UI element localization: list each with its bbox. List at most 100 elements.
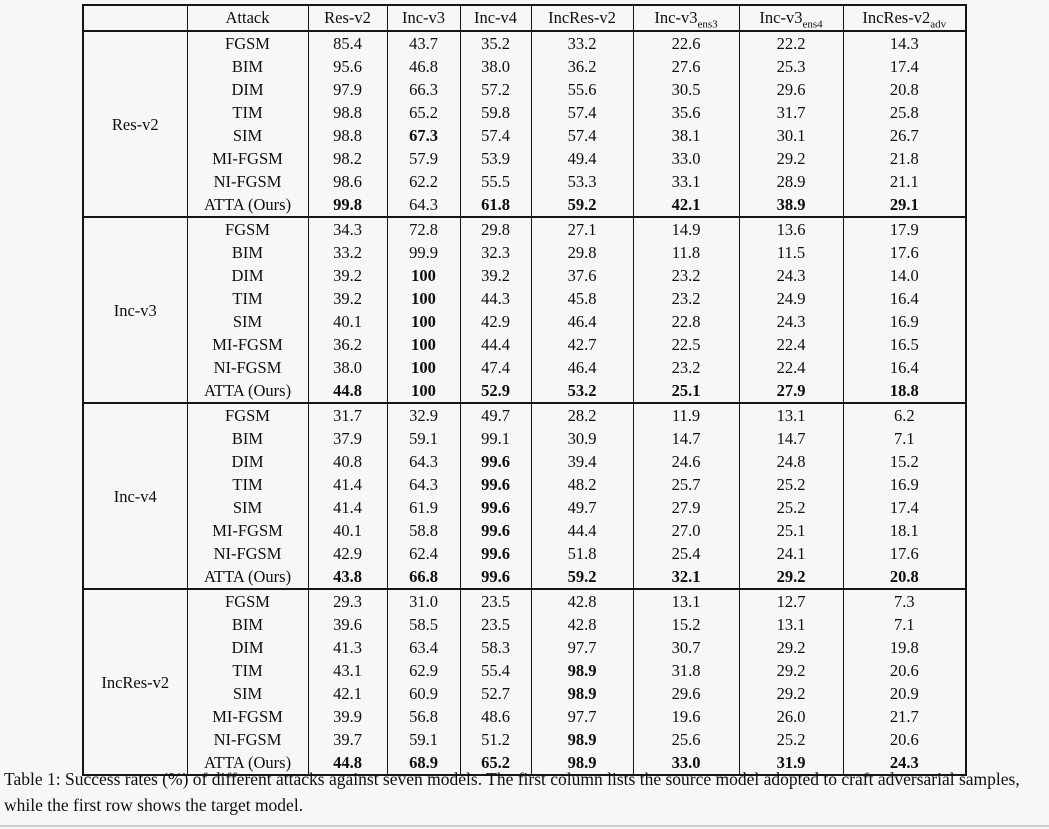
success-rate-cell: 52.7 xyxy=(459,682,532,705)
success-rate-cell: 7.1 xyxy=(842,427,967,450)
source-model-label: Inc-v4 xyxy=(82,402,188,589)
success-rate-cell: 25.3 xyxy=(738,55,844,78)
attack-label: ATTA (Ours) xyxy=(186,379,309,403)
attack-label: TIM xyxy=(186,101,309,124)
attack-label: ATTA (Ours) xyxy=(186,565,309,589)
table-row: SIM 42.1 60.9 52.7 98.9 29.6 29.2 20.9 xyxy=(83,682,967,705)
success-rate-cell: 14.7 xyxy=(738,427,844,450)
success-rate-cell: 27.6 xyxy=(632,55,740,78)
success-rate-cell: 55.4 xyxy=(459,659,532,682)
success-rate-cell: 15.2 xyxy=(842,450,967,473)
table-row: BIM 37.9 59.1 99.1 30.9 14.7 14.7 7.1 xyxy=(83,427,967,450)
success-rate-cell: 66.8 xyxy=(386,565,461,589)
success-rate-cell: 7.3 xyxy=(842,588,967,613)
success-rate-cell: 29.2 xyxy=(738,682,844,705)
success-rate-cell: 40.1 xyxy=(307,519,388,542)
success-rate-cell: 29.2 xyxy=(738,636,844,659)
success-rate-cell: 46.4 xyxy=(530,356,634,379)
table-body: Res-v2 FGSM 85.4 43.7 35.2 33.2 22.6 22.2 14.3 BI… xyxy=(82,30,967,775)
success-rate-cell: 47.4 xyxy=(459,356,532,379)
col-header-res-v2: Res-v2 xyxy=(307,5,388,32)
attack-label: ATTA (Ours) xyxy=(186,193,309,217)
success-rate-cell: 43.7 xyxy=(386,30,461,55)
success-rate-cell: 27.0 xyxy=(632,519,740,542)
success-rate-cell: 23.2 xyxy=(632,287,740,310)
success-rate-cell: 57.4 xyxy=(530,124,634,147)
success-rate-cell: 6.2 xyxy=(842,402,967,427)
success-rate-cell: 27.1 xyxy=(530,216,634,241)
success-rate-cell: 23.5 xyxy=(459,613,532,636)
success-rate-cell: 65.2 xyxy=(386,101,461,124)
success-rate-cell: 33.2 xyxy=(307,241,388,264)
success-rate-cell: 16.9 xyxy=(842,310,967,333)
table-row: NI-FGSM 42.9 62.4 99.6 51.8 25.4 24.1 17.6 xyxy=(83,542,967,565)
success-rate-cell: 33.0 xyxy=(632,147,740,170)
success-rate-cell: 24.1 xyxy=(738,542,844,565)
success-rate-cell: 39.4 xyxy=(530,450,634,473)
col-header-inc-v3-ens4: Inc-v3ens4 xyxy=(738,5,844,32)
success-rate-cell: 33.2 xyxy=(530,30,634,55)
success-rate-cell: 23.2 xyxy=(632,264,740,287)
success-rate-cell: 25.1 xyxy=(738,519,844,542)
success-rate-cell: 17.4 xyxy=(842,496,967,519)
success-rate-cell: 24.9 xyxy=(738,287,844,310)
attack-label: SIM xyxy=(186,682,309,705)
success-rate-cell: 97.7 xyxy=(530,636,634,659)
success-rate-cell: 29.2 xyxy=(738,147,844,170)
success-rate-cell: 99.6 xyxy=(459,542,532,565)
success-rate-cell: 22.2 xyxy=(738,30,844,55)
success-rate-cell: 62.4 xyxy=(386,542,461,565)
attack-label: DIM xyxy=(186,636,309,659)
success-rate-cell: 24.3 xyxy=(842,751,967,775)
success-rate-cell: 24.3 xyxy=(738,264,844,287)
attack-label: TIM xyxy=(186,659,309,682)
success-rate-cell: 25.8 xyxy=(842,101,967,124)
success-rate-cell: 44.4 xyxy=(459,333,532,356)
success-rate-cell: 98.8 xyxy=(307,101,388,124)
table-row: NI-FGSM 98.6 62.2 55.5 53.3 33.1 28.9 21.1 xyxy=(83,170,967,193)
success-rate-cell: 72.8 xyxy=(386,216,461,241)
table-row: ATTA (Ours) 44.8 68.9 65.2 98.9 33.0 31.9 24.3 xyxy=(83,751,967,775)
success-rate-cell: 58.3 xyxy=(459,636,532,659)
success-rate-cell: 42.8 xyxy=(530,588,634,613)
success-rate-cell: 42.8 xyxy=(530,613,634,636)
success-rate-cell: 28.2 xyxy=(530,402,634,427)
success-rate-cell: 37.6 xyxy=(530,264,634,287)
table-row: DIM 39.2 100 39.2 37.6 23.2 24.3 14.0 xyxy=(83,264,967,287)
success-rate-cell: 20.6 xyxy=(842,659,967,682)
success-rate-cell: 20.6 xyxy=(842,728,967,751)
success-rate-cell: 32.3 xyxy=(459,241,532,264)
page-bottom-divider xyxy=(0,825,1049,827)
attack-label: BIM xyxy=(186,427,309,450)
success-rate-cell: 100 xyxy=(386,287,461,310)
attack-label: DIM xyxy=(186,264,309,287)
success-rate-cell: 43.8 xyxy=(307,565,388,589)
success-rate-cell: 41.3 xyxy=(307,636,388,659)
success-rate-cell: 22.8 xyxy=(632,310,740,333)
success-rate-cell: 100 xyxy=(386,310,461,333)
success-rate-cell: 29.2 xyxy=(738,659,844,682)
success-rate-cell: 44.8 xyxy=(307,379,388,403)
success-rate-cell: 49.7 xyxy=(459,402,532,427)
success-rate-cell: 58.5 xyxy=(386,613,461,636)
success-rate-cell: 43.1 xyxy=(307,659,388,682)
success-rate-cell: 57.2 xyxy=(459,78,532,101)
attack-label: NI-FGSM xyxy=(186,728,309,751)
source-model-label: IncRes-v2 xyxy=(82,588,188,775)
attack-label: MI-FGSM xyxy=(186,705,309,728)
success-rate-cell: 18.1 xyxy=(842,519,967,542)
success-rate-cell: 38.0 xyxy=(459,55,532,78)
success-rate-cell: 61.8 xyxy=(459,193,532,217)
col-header-inc-v4: Inc-v4 xyxy=(459,5,532,32)
success-rate-cell: 37.9 xyxy=(307,427,388,450)
col-header-subscript: ens4 xyxy=(802,18,823,31)
success-rate-cell: 64.3 xyxy=(386,193,461,217)
table-row: ATTA (Ours) 43.8 66.8 99.6 59.2 32.1 29.2 20.8 xyxy=(83,565,967,589)
success-rate-cell: 42.9 xyxy=(307,542,388,565)
attack-label: SIM xyxy=(186,310,309,333)
success-rate-cell: 56.8 xyxy=(386,705,461,728)
success-rate-cell: 7.1 xyxy=(842,613,967,636)
success-rate-cell: 97.9 xyxy=(307,78,388,101)
success-rate-cell: 25.2 xyxy=(738,473,844,496)
success-rate-cell: 59.1 xyxy=(386,427,461,450)
